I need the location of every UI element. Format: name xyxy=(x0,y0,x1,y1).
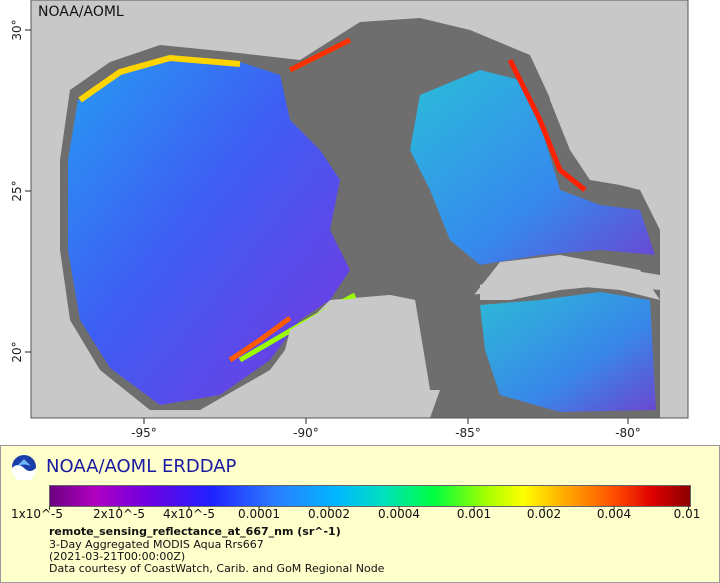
colorbar xyxy=(49,485,691,507)
coastal-band-louisiana xyxy=(288,37,352,73)
coastal-band-west xyxy=(78,54,241,103)
map-svg[interactable]: -95° -90° -85° -80° 30° 25° 20° xyxy=(0,0,720,445)
data-west-gulf xyxy=(68,55,350,405)
map-border xyxy=(30,0,689,419)
colorbar-label-2: 4x10^-5 xyxy=(162,507,216,521)
colorbar-ticks xyxy=(49,506,689,510)
lat-axis xyxy=(25,29,31,353)
brand-title: NOAA/AOML ERDDAP xyxy=(46,456,237,477)
lat-tick-label-2: 20° xyxy=(10,341,24,362)
map-frame: -95° -90° -85° -80° 30° 25° 20° NOAA/AOM… xyxy=(0,0,720,445)
colorbar-label-0: 1x10^-5 xyxy=(10,507,64,521)
credit-line: Data courtesy of CoastWatch, Carib. and … xyxy=(49,562,385,575)
cuba-land xyxy=(480,262,660,300)
coastal-band-south xyxy=(228,315,292,363)
colorbar-label-9: 0.01 xyxy=(673,507,701,521)
time-stamp: (2021-03-21T00:00:00Z) xyxy=(49,550,186,563)
lon-axis xyxy=(143,418,629,424)
variable-name: remote_sensing_reflectance_at_667_nm (sr… xyxy=(49,525,341,538)
colorbar-label-3: 0.0001 xyxy=(238,507,280,521)
noaa-logo-icon xyxy=(12,455,36,480)
florida-land xyxy=(540,20,660,185)
dataset-name: 3-Day Aggregated MODIS Aqua Rrs667 xyxy=(49,538,264,551)
lat-tick-label-1: 25° xyxy=(10,180,24,201)
colorbar-label-5: 0.0004 xyxy=(378,507,420,521)
yucatan-land xyxy=(270,295,430,418)
colorbar-label-7: 0.002 xyxy=(526,507,562,521)
lon-tick-label-0: -95° xyxy=(131,426,157,440)
data-east-gulf xyxy=(410,70,655,265)
lon-tick-label-2: -85° xyxy=(455,426,481,440)
colorbar-label-8: 0.004 xyxy=(596,507,632,521)
data-caribbean xyxy=(480,292,656,412)
colorbar-label-4: 0.0002 xyxy=(308,507,350,521)
colorbar-label-1: 2x10^-5 xyxy=(92,507,146,521)
lat-tick-label-0: 30° xyxy=(10,19,24,40)
corner-label: NOAA/AOML xyxy=(38,4,124,20)
legend-panel: NOAA/AOML ERDDAP 1x10^-5 2x10^-5 4x10^-5… xyxy=(0,445,720,583)
colorbar-label-6: 0.001 xyxy=(456,507,492,521)
coastal-band-florida xyxy=(507,58,587,192)
lon-tick-label-3: -80° xyxy=(615,426,641,440)
lon-tick-label-1: -90° xyxy=(293,426,319,440)
